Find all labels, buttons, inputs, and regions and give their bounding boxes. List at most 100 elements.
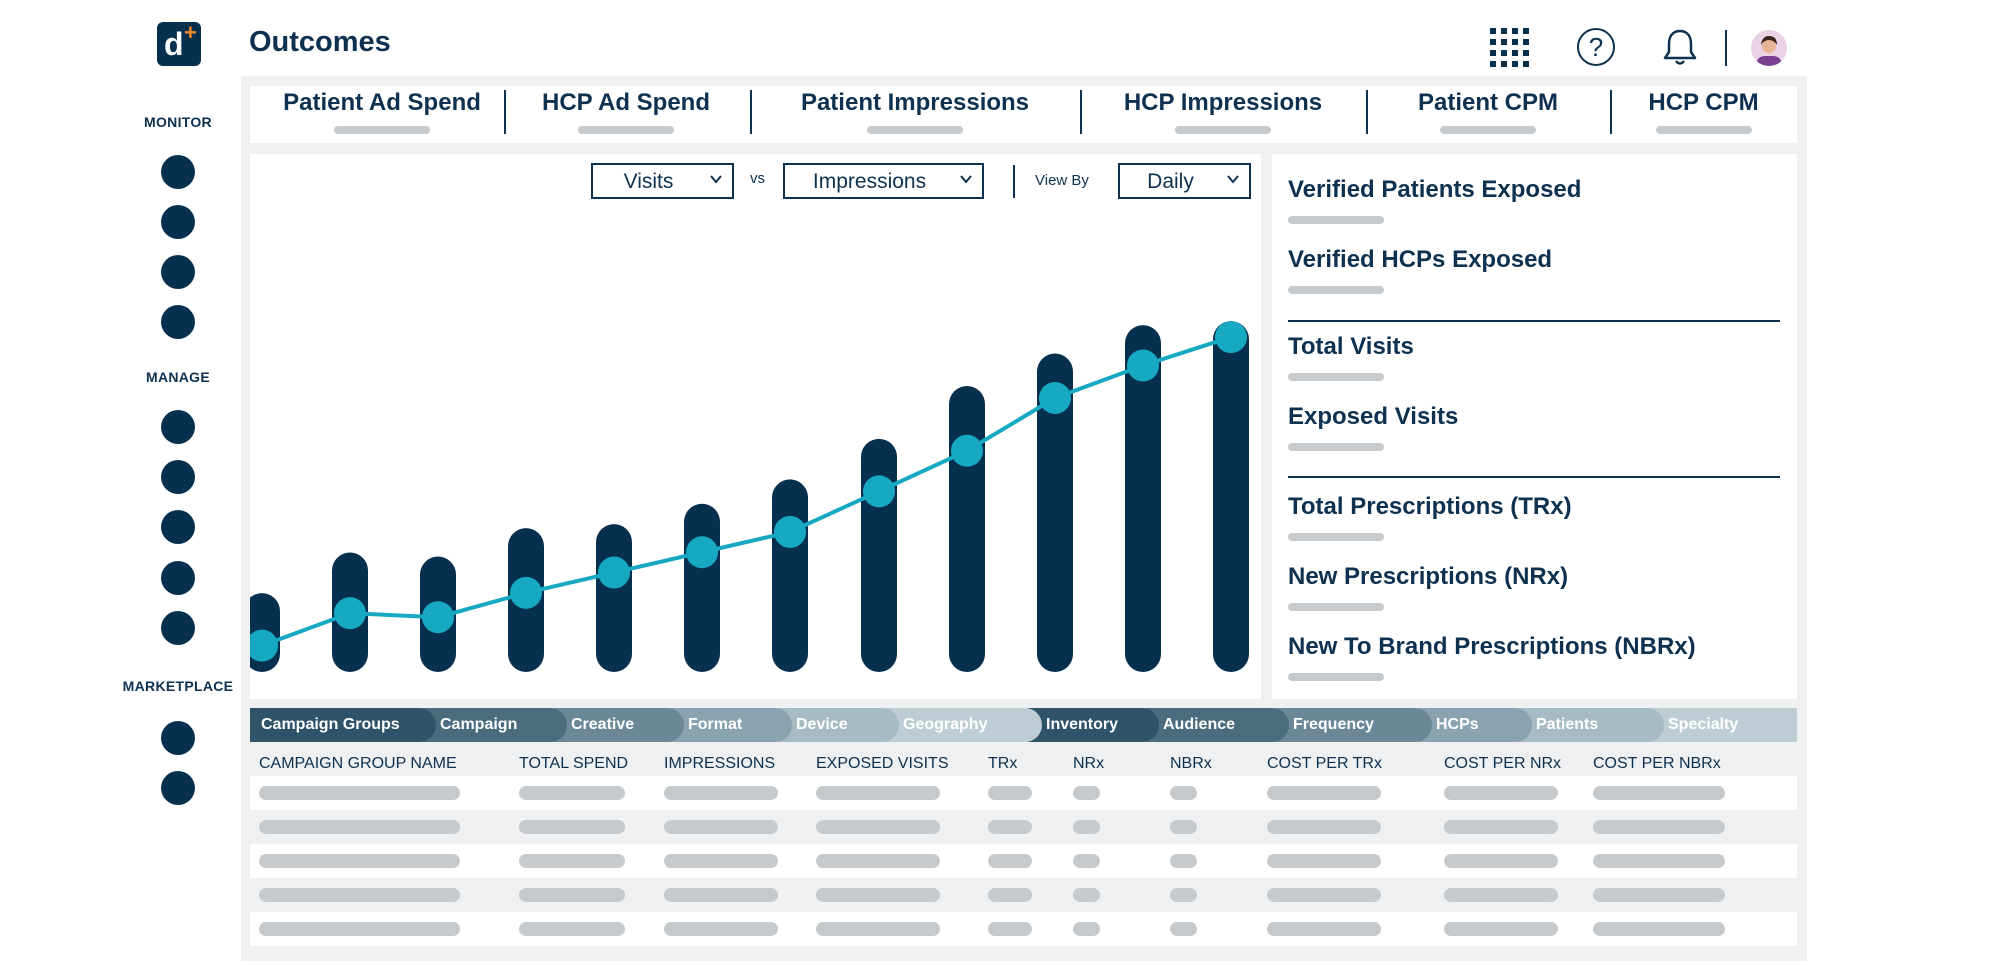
tab-inventory[interactable]: Inventory	[1028, 708, 1159, 742]
app-logo[interactable]: d +	[157, 20, 201, 66]
metric-a-dropdown[interactable]: Visits	[591, 163, 734, 199]
bell-icon[interactable]	[1659, 26, 1701, 68]
chevron-down-icon	[960, 175, 972, 184]
rail-nav-item[interactable]	[161, 510, 195, 544]
kpi-patient-impressions[interactable]: Patient Impressions	[750, 86, 1080, 143]
table-cell-placeholder	[1444, 922, 1558, 936]
metric-b-dropdown[interactable]: Impressions	[783, 163, 984, 199]
rail-section-monitor: MONITOR	[144, 114, 212, 130]
rail-nav-item[interactable]	[161, 155, 195, 189]
table-cell-placeholder	[664, 820, 778, 834]
metric-value-placeholder	[1288, 443, 1384, 451]
column-header[interactable]: TRx	[988, 755, 1018, 772]
table-cell-placeholder	[1444, 854, 1558, 868]
metric-label: New Prescriptions (NRx)	[1288, 563, 1569, 590]
chart-point	[951, 434, 983, 467]
chart-point	[1039, 381, 1071, 414]
table-cell-placeholder	[1267, 854, 1381, 868]
table-cell-placeholder	[259, 922, 460, 936]
tab-label: Specialty	[1668, 716, 1739, 733]
page-title: Outcomes	[249, 26, 391, 58]
table-row[interactable]	[250, 912, 1797, 946]
kpi-divider	[1610, 90, 1612, 134]
chevron-down-icon	[1227, 175, 1239, 184]
rail-nav-item[interactable]	[161, 771, 195, 805]
kpi-divider	[750, 90, 752, 134]
rail-nav-item[interactable]	[161, 410, 195, 444]
rail-nav-item[interactable]	[161, 611, 195, 645]
kpi-patient-ad-spend[interactable]: Patient Ad Spend	[262, 86, 502, 143]
column-header[interactable]: IMPRESSIONS	[664, 755, 776, 772]
table-cell-placeholder	[1073, 922, 1100, 936]
tab-audience[interactable]: Audience	[1145, 708, 1289, 742]
table-cell-placeholder	[1444, 888, 1558, 902]
tab-device[interactable]: Device	[778, 708, 899, 742]
table-cell-placeholder	[519, 888, 625, 902]
tab-geography[interactable]: Geography	[885, 708, 1042, 742]
tab-specialty[interactable]: Specialty	[1650, 708, 1797, 742]
tab-format[interactable]: Format	[670, 708, 792, 742]
rail-nav-item[interactable]	[161, 205, 195, 239]
view-by-label: View By	[1035, 172, 1089, 189]
chart-bar	[1125, 325, 1161, 672]
kpi-hcp-cpm[interactable]: HCP CPM	[1610, 86, 1797, 143]
kpi-hcp-ad-spend[interactable]: HCP Ad Spend	[502, 86, 750, 143]
table-cell-placeholder	[1073, 786, 1100, 800]
tab-creative[interactable]: Creative	[553, 708, 684, 742]
view-by-dropdown[interactable]: Daily	[1118, 163, 1251, 199]
column-header[interactable]: EXPOSED VISITS	[816, 755, 949, 772]
table-cell-placeholder	[259, 786, 460, 800]
tab-frequency[interactable]: Frequency	[1275, 708, 1432, 742]
help-icon[interactable]: ?	[1577, 28, 1615, 66]
kpi-hcp-impressions[interactable]: HCP Impressions	[1080, 86, 1366, 143]
chart-point	[863, 475, 895, 508]
kpi-patient-cpm[interactable]: Patient CPM	[1366, 86, 1610, 143]
kpi-divider	[504, 90, 506, 134]
tab-campaign[interactable]: Campaign	[422, 708, 567, 742]
metric-verified-patients-exposed: Verified Patients Exposed	[1288, 176, 1581, 224]
table-cell-placeholder	[1170, 854, 1197, 868]
table-cell-placeholder	[816, 820, 940, 834]
rail-nav-item[interactable]	[161, 561, 195, 595]
tab-label: Geography	[903, 716, 988, 733]
table-row[interactable]	[250, 776, 1797, 810]
chart-point	[510, 576, 542, 609]
tab-label: Patients	[1536, 716, 1599, 733]
table-row[interactable]	[250, 810, 1797, 844]
table-cell-placeholder	[988, 888, 1032, 902]
vs-label: vs	[750, 170, 765, 187]
chart-series-line	[261, 335, 1232, 648]
table-row[interactable]	[250, 844, 1797, 878]
rail-nav-item[interactable]	[161, 255, 195, 289]
table-cell-placeholder	[1170, 820, 1197, 834]
column-header[interactable]: CAMPAIGN GROUP NAME	[259, 755, 457, 772]
column-header[interactable]: NBRx	[1170, 755, 1212, 772]
kpi-label: Patient Impressions	[800, 89, 1030, 116]
column-header[interactable]: NRx	[1073, 755, 1105, 772]
tab-campaign-groups[interactable]: Campaign Groups	[250, 708, 436, 742]
kpi-label: HCP CPM	[1648, 89, 1759, 116]
rail-nav-item[interactable]	[161, 305, 195, 339]
table-cell-placeholder	[519, 922, 625, 936]
metric-label: Total Prescriptions (TRx)	[1288, 493, 1572, 520]
column-header[interactable]: TOTAL SPEND	[519, 755, 629, 772]
column-header[interactable]: COST PER NRx	[1444, 755, 1562, 772]
chart-bar	[772, 479, 808, 672]
rail-nav-item[interactable]	[161, 460, 195, 494]
table-cell-placeholder	[1170, 888, 1197, 902]
rail-nav-item[interactable]	[161, 721, 195, 755]
tab-hcps[interactable]: HCPs	[1418, 708, 1532, 742]
tab-patients[interactable]: Patients	[1518, 708, 1664, 742]
table-cell-placeholder	[988, 854, 1032, 868]
kpi-value-placeholder	[334, 126, 430, 134]
metric-group-divider	[1288, 320, 1780, 322]
chart-point	[686, 536, 718, 569]
table-cell-placeholder	[816, 888, 940, 902]
apps-grid-icon[interactable]	[1490, 28, 1529, 67]
column-header[interactable]: COST PER NBRx	[1593, 755, 1721, 772]
kpi-label: HCP Ad Spend	[541, 89, 710, 116]
table-cell-placeholder	[988, 786, 1032, 800]
user-avatar[interactable]	[1751, 30, 1787, 66]
column-header[interactable]: COST PER TRx	[1267, 755, 1382, 772]
table-row[interactable]	[250, 878, 1797, 912]
